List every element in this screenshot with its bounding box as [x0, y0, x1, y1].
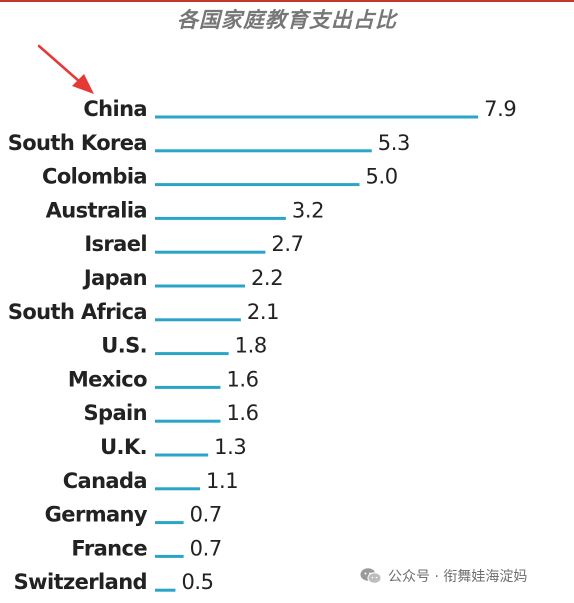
bar-south-korea: [155, 149, 372, 153]
category-label-canada: Canada: [63, 469, 147, 493]
value-label-switzerland: 0.5: [181, 570, 213, 594]
bar-australia: [155, 216, 286, 220]
value-label-south-africa: 2.1: [247, 300, 279, 324]
bar-france: [155, 554, 184, 558]
category-label-australia: Australia: [46, 198, 147, 222]
value-label-mexico: 1.6: [226, 367, 258, 391]
top-rule: [0, 0, 574, 2]
value-label-japan: 2.2: [251, 266, 283, 290]
value-label-israel: 2.7: [271, 232, 303, 256]
bar-south-africa: [155, 318, 241, 322]
category-label-germany: Germany: [45, 503, 148, 527]
category-label-china: China: [83, 97, 147, 121]
bar-spain: [155, 419, 221, 423]
watermark-text: 公众号 · 衔舞娃海淀妈: [388, 569, 528, 585]
bar-switzerland: [155, 588, 176, 592]
category-label-south-korea: South Korea: [8, 131, 147, 155]
bar-u-k: [155, 453, 209, 457]
category-label-switzerland: Switzerland: [14, 570, 147, 594]
category-label-israel: Israel: [84, 232, 147, 256]
annotation-arrow-shaft: [37, 44, 82, 84]
value-label-u-k: 1.3: [214, 435, 246, 459]
bar-japan: [155, 284, 245, 288]
category-label-colombia: Colombia: [42, 165, 147, 189]
value-label-spain: 1.6: [226, 401, 258, 425]
value-label-germany: 0.7: [190, 503, 222, 527]
value-label-south-korea: 5.3: [378, 131, 410, 155]
value-label-u-s: 1.8: [235, 334, 267, 358]
value-label-colombia: 5.0: [366, 165, 398, 189]
category-label-mexico: Mexico: [68, 367, 147, 391]
watermark: 公众号 · 衔舞娃海淀妈: [360, 566, 527, 586]
chart-title: 各国家庭教育支出占比: [177, 8, 397, 32]
value-label-china: 7.9: [484, 97, 516, 121]
value-label-canada: 1.1: [206, 469, 238, 493]
category-label-u-k: U.K.: [100, 435, 147, 459]
value-label-australia: 3.2: [292, 198, 324, 222]
value-label-france: 0.7: [190, 536, 222, 560]
bar-china: [155, 115, 479, 119]
bar-u-s: [155, 352, 229, 356]
wechat-icon: [360, 568, 382, 584]
bar-canada: [155, 487, 200, 491]
category-label-south-africa: South Africa: [8, 300, 147, 324]
category-label-spain: Spain: [84, 401, 147, 425]
bar-colombia: [155, 183, 360, 187]
category-label-u-s: U.S.: [101, 334, 147, 358]
bar-germany: [155, 521, 184, 525]
bar-mexico: [155, 385, 221, 389]
bar-israel: [155, 250, 266, 254]
annotation-arrow-head: [72, 74, 94, 94]
category-label-france: France: [71, 536, 147, 560]
category-label-japan: Japan: [82, 266, 147, 290]
